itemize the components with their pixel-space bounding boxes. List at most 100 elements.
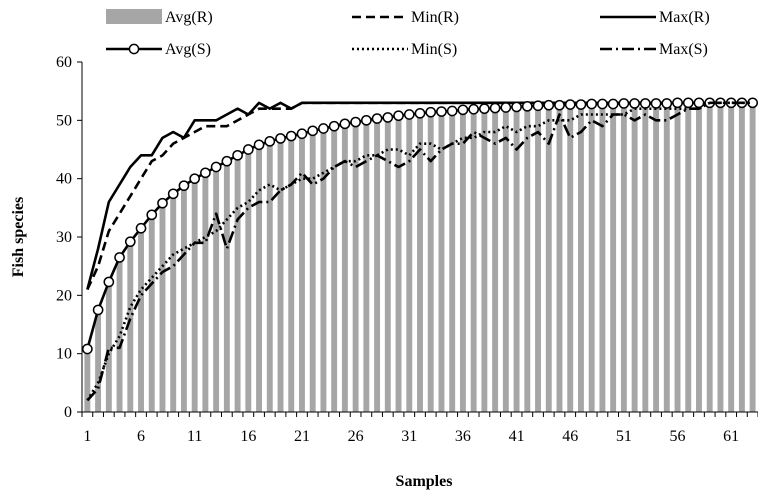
bar-avg-r [384, 117, 391, 413]
y-tick-label: 50 [56, 112, 72, 129]
marker-avg-s [650, 98, 662, 109]
bar-avg-r [642, 103, 649, 413]
bar-avg-r [363, 120, 370, 412]
bar-avg-r [438, 111, 445, 412]
marker-avg-s [597, 98, 608, 110]
x-tick-label: 11 [187, 428, 202, 445]
bar-avg-r [159, 203, 166, 412]
legend-label-avg-r: Avg(R) [165, 9, 213, 26]
legend-marker-avg-s [128, 43, 140, 55]
bar-avg-r [331, 126, 338, 413]
bar-avg-r [256, 144, 262, 412]
marker-avg-s [382, 112, 394, 123]
x-tick-label: 31 [401, 428, 417, 445]
x-tick-label: 16 [240, 428, 256, 445]
bar-avg-r [105, 281, 112, 412]
bar-avg-r [567, 104, 574, 412]
marker-avg-s [285, 130, 297, 142]
marker-avg-s [92, 304, 104, 316]
bar-avg-r [470, 109, 477, 412]
bar-avg-r [513, 106, 520, 413]
marker-avg-s [607, 98, 619, 110]
bar-avg-r [728, 102, 735, 412]
bar-avg-r [502, 107, 509, 412]
marker-avg-s [328, 120, 340, 132]
marker-avg-s [403, 109, 415, 120]
legend-label-min-r: Min(R) [411, 9, 459, 26]
marker-avg-s [521, 100, 533, 112]
bar-avg-r [545, 105, 552, 413]
marker-avg-s [414, 107, 426, 119]
legend-swatch-avg-r [106, 9, 162, 24]
marker-avg-s [425, 106, 437, 118]
marker-avg-s [564, 99, 576, 110]
bar-avg-r [127, 241, 134, 412]
legend-label-avg-s: Avg(S) [165, 41, 211, 58]
marker-avg-s [135, 222, 147, 234]
line-max-s [86, 101, 753, 402]
lines-layer [82, 97, 758, 402]
bar-avg-r [191, 178, 198, 412]
bar-avg-r [481, 108, 488, 413]
bar-avg-r [170, 193, 177, 412]
bar-avg-r [492, 108, 499, 412]
marker-avg-s [103, 276, 115, 288]
x-tick-label: 6 [137, 428, 145, 445]
bar-avg-r [202, 172, 209, 412]
marker-avg-s [457, 104, 469, 116]
marker-avg-s [661, 98, 673, 109]
bar-avg-r [406, 114, 413, 412]
bar-avg-r [95, 309, 102, 412]
bar-avg-r [599, 104, 606, 412]
bar-avg-r [556, 105, 563, 413]
marker-avg-s [114, 252, 125, 263]
bar-avg-r [717, 102, 724, 412]
marker-avg-s [532, 100, 544, 112]
y-tick-label: 30 [56, 229, 72, 246]
bar-avg-r [138, 228, 144, 412]
bar-avg-r [223, 161, 230, 412]
marker-avg-s [511, 101, 522, 113]
bar-avg-r [288, 136, 295, 412]
bar-avg-r [266, 141, 273, 412]
bar-avg-r [341, 123, 348, 412]
marker-avg-s [124, 236, 136, 248]
bar-avg-r [459, 109, 466, 412]
marker-avg-s [489, 102, 501, 114]
marker-avg-s [629, 98, 640, 109]
marker-avg-s [575, 99, 587, 110]
marker-avg-s [232, 149, 243, 161]
marker-avg-s [253, 139, 265, 151]
x-tick-label: 26 [348, 428, 364, 445]
x-tick-label: 56 [670, 428, 686, 445]
legend-label-min-s: Min(S) [411, 41, 457, 58]
marker-avg-s [468, 103, 479, 115]
marker-avg-s [371, 113, 383, 124]
x-tick-label: 1 [83, 428, 91, 445]
marker-avg-s [672, 97, 683, 109]
legend: Avg(R) Min(R) Max(R) Avg(S) Min(S) Max(S) [106, 9, 710, 58]
bar-avg-r [234, 155, 241, 412]
marker-avg-s [221, 155, 233, 167]
x-ticks: 1 6 11 16 21 26 31 36 41 46 51 56 61 [81, 412, 758, 445]
marker-avg-s [446, 105, 458, 117]
marker-avg-s [479, 103, 490, 115]
bar-avg-r [663, 103, 670, 413]
marker-avg-s [242, 144, 254, 155]
marker-avg-s [350, 116, 361, 128]
legend-label-max-r: Max(R) [659, 9, 710, 26]
bar-avg-r [524, 106, 531, 412]
bar-avg-r [213, 167, 220, 412]
marker-avg-s [618, 98, 630, 109]
x-tick-label: 21 [294, 428, 310, 445]
bar-avg-r [84, 349, 91, 412]
marker-avg-s [307, 125, 319, 137]
y-tick-label: 40 [56, 171, 72, 188]
legend-label-max-s: Max(S) [659, 41, 708, 58]
y-tick-label: 20 [56, 287, 72, 304]
marker-avg-s [200, 167, 211, 179]
marker-avg-s [339, 118, 351, 130]
x-tick-label: 61 [723, 428, 739, 445]
bar-avg-r [535, 105, 541, 412]
bar-avg-r [749, 102, 756, 412]
